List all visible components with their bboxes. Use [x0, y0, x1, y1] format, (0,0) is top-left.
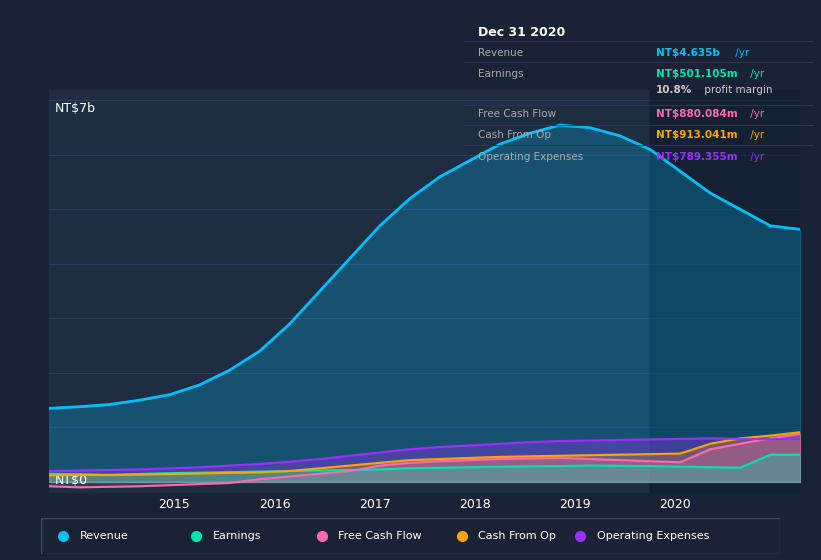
Text: /yr: /yr: [747, 69, 764, 79]
Text: 10.8%: 10.8%: [656, 86, 692, 96]
Text: Revenue: Revenue: [478, 48, 523, 58]
Text: NT$913.041m: NT$913.041m: [656, 130, 737, 140]
Text: Operating Expenses: Operating Expenses: [478, 152, 583, 162]
Text: /yr: /yr: [747, 109, 764, 119]
Text: Cash From Op: Cash From Op: [479, 531, 557, 541]
Text: /yr: /yr: [747, 130, 764, 140]
Text: Earnings: Earnings: [478, 69, 523, 79]
Text: Free Cash Flow: Free Cash Flow: [338, 531, 422, 541]
Text: /yr: /yr: [732, 48, 749, 58]
Text: /yr: /yr: [747, 152, 764, 162]
Text: NT$501.105m: NT$501.105m: [656, 69, 737, 79]
Text: Revenue: Revenue: [80, 531, 128, 541]
Text: Free Cash Flow: Free Cash Flow: [478, 109, 556, 119]
Text: Earnings: Earnings: [213, 531, 261, 541]
Text: NT$0: NT$0: [54, 474, 87, 487]
Text: NT$789.355m: NT$789.355m: [656, 152, 737, 162]
Bar: [650, 90, 800, 493]
Text: profit margin: profit margin: [701, 86, 773, 96]
Text: NT$4.635b: NT$4.635b: [656, 48, 720, 58]
Text: Dec 31 2020: Dec 31 2020: [478, 26, 565, 39]
Text: Operating Expenses: Operating Expenses: [597, 531, 709, 541]
Text: NT$880.084m: NT$880.084m: [656, 109, 737, 119]
Text: Cash From Op: Cash From Op: [478, 130, 551, 140]
Text: NT$7b: NT$7b: [54, 102, 95, 115]
